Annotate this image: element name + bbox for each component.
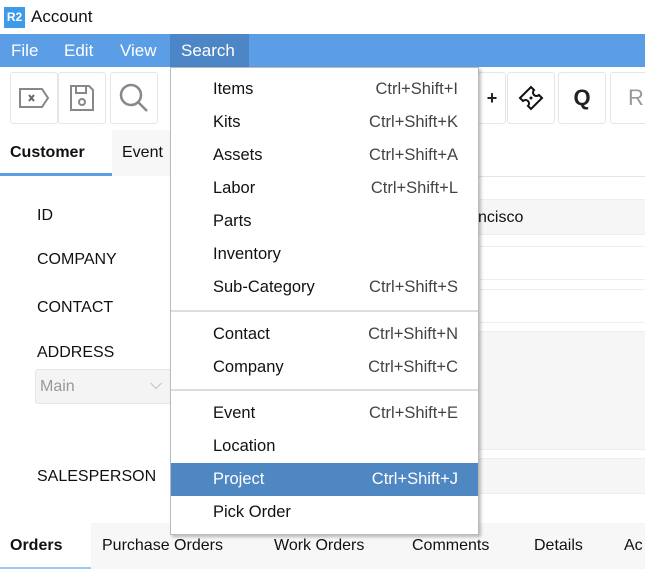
ticket-button[interactable] [507,72,555,124]
menu-edit[interactable]: Edit [64,41,94,60]
menu-item-items[interactable]: Items Ctrl+Shift+I [171,73,478,106]
add-user-icon: + [486,87,498,108]
address-field[interactable] [478,331,645,450]
menu-view[interactable]: View [120,41,157,60]
label-company: COMPANY [37,251,117,268]
menu-item-shortcut: Ctrl+Shift+S [369,278,458,296]
label-id: ID [37,207,53,224]
menu-item-label: Sub-Category [213,278,315,296]
menu-item-shortcut: Ctrl+Shift+J [371,470,458,488]
save-button[interactable] [58,72,106,124]
menu-item-shortcut: Ctrl+Shift+E [369,404,458,422]
search-menu-dropdown: Items Ctrl+Shift+I Kits Ctrl+Shift+K Asset… [170,67,479,535]
menu-item-label: Kits [213,113,241,131]
clear-tag-icon [19,88,50,108]
menu-search[interactable]: Search [170,34,249,67]
menu-item-label: Event [213,404,256,422]
menu-item-shortcut: Ctrl+Shift+L [370,179,458,197]
contact-field[interactable] [478,289,645,323]
tab-orders[interactable]: Orders [0,523,91,569]
tab-purchase-orders[interactable]: Purchase Orders [102,537,223,554]
search-button[interactable] [110,72,158,124]
menu-item-shortcut: Ctrl+Shift+K [369,113,458,131]
window-title: Account [31,7,93,26]
menu-item-label: Assets [213,146,263,164]
tab-ac[interactable]: Ac [624,537,643,554]
menu-item-label: Company [213,358,284,376]
tab-customer[interactable]: Customer [0,130,112,176]
menu-separator [171,389,478,391]
menu-item-label: Contact [213,325,270,343]
id-field-value: ncisco [478,209,524,226]
clear-button[interactable] [10,72,58,124]
menu-item-labor[interactable]: Labor Ctrl+Shift+L [171,172,478,205]
title-bar: R2 Account [0,0,645,34]
tab-event[interactable]: Event [112,130,172,176]
menu-bar: File Edit View Search [0,34,645,67]
address-select[interactable]: Main ⌵ [35,369,175,404]
label-salesperson: SALESPERSON [37,468,157,485]
label-contact: CONTACT [37,299,114,316]
menu-item-label: Items [213,80,254,98]
ticket-icon [518,85,544,111]
divider [478,176,645,177]
menu-item-shortcut: Ctrl+Shift+A [369,146,458,164]
menu-item-label: Parts [213,212,252,230]
menu-item-kits[interactable]: Kits Ctrl+Shift+K [171,106,478,139]
menu-item-inventory[interactable]: Inventory [171,238,478,271]
company-field[interactable] [478,246,645,280]
app-logo: R2 [4,7,25,28]
tab-work-orders[interactable]: Work Orders [274,537,365,554]
menu-item-assets[interactable]: Assets Ctrl+Shift+A [171,139,478,172]
chevron-down-icon: ⌵ [150,376,163,393]
q-button[interactable]: Q [558,72,606,124]
menu-item-contact[interactable]: Contact Ctrl+Shift+N [171,318,478,351]
menu-item-pick-order[interactable]: Pick Order [171,496,478,529]
save-icon [70,85,94,111]
menu-item-shortcut: Ctrl+Shift+C [368,358,458,376]
menu-item-event[interactable]: Event Ctrl+Shift+E [171,397,478,430]
menu-item-shortcut: Ctrl+Shift+I [375,80,458,98]
menu-file[interactable]: File [11,41,39,60]
menu-item-location[interactable]: Location [171,430,478,463]
menu-separator [171,310,478,312]
menu-item-label: Inventory [213,245,281,263]
id-field[interactable]: ncisco [478,199,645,235]
address-select-value: Main [40,378,75,395]
menu-item-sub-category[interactable]: Sub-Category Ctrl+Shift+S [171,271,478,304]
salesperson-field[interactable] [478,458,645,494]
menu-item-company[interactable]: Company Ctrl+Shift+C [171,351,478,384]
search-icon [119,83,148,112]
r-button[interactable]: R [610,72,645,124]
tab-comments[interactable]: Comments [412,537,490,554]
label-address: ADDRESS [37,344,115,361]
menu-item-label: Labor [213,179,256,197]
tab-details[interactable]: Details [534,537,583,554]
bottom-tab-bar: Orders Purchase Orders Work Orders Comme… [0,523,645,569]
menu-item-label: Pick Order [213,503,291,521]
menu-item-label: Project [213,470,265,488]
menu-item-label: Location [213,437,276,455]
menu-item-project[interactable]: Project Ctrl+Shift+J [171,463,478,496]
menu-item-shortcut: Ctrl+Shift+N [368,325,458,343]
menu-item-parts[interactable]: Parts [171,205,478,238]
